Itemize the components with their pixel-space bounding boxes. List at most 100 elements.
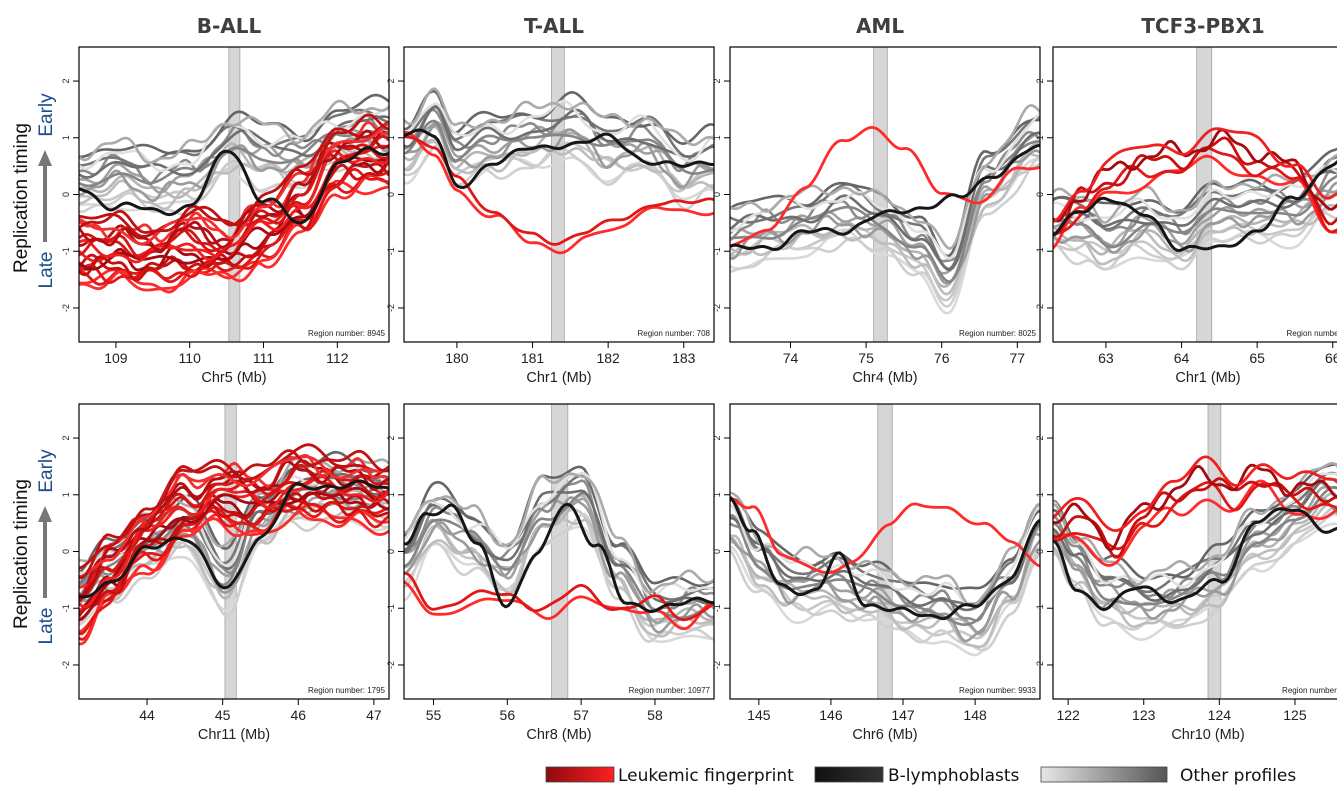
x-axis-label: Chr8 (Mb)	[526, 727, 591, 743]
y-tick-label: 2	[712, 79, 722, 84]
x-tick-label: 111	[253, 350, 274, 366]
row-label-top: Replication timing Late Early	[11, 93, 57, 289]
other-profile-line	[404, 472, 714, 594]
x-tick-label: 65	[1249, 350, 1265, 366]
x-tick-label: 57	[573, 707, 589, 723]
fingerprint-line	[404, 135, 714, 246]
other-profile-line	[1053, 461, 1337, 586]
y-tick-label: 2	[61, 79, 71, 84]
panel-p22: -2 -1 0 1 2 55 56 57 58 Chr8 (Mb) Region number: 1…	[386, 403, 715, 743]
plot-area	[1053, 47, 1337, 342]
other-profile-line	[730, 536, 1040, 643]
highlight-region	[224, 404, 237, 699]
x-tick-label: 76	[934, 350, 950, 366]
other-profile-line	[404, 471, 714, 599]
column-title-t-all: T-ALL	[524, 14, 584, 38]
y-tick-label: -1	[712, 604, 722, 612]
other-profile-line	[730, 149, 1040, 285]
x-tick-label: 109	[104, 350, 128, 366]
region-number: Region number: 1795	[308, 686, 385, 695]
plot-area	[730, 404, 1040, 699]
plot-area	[79, 47, 389, 342]
region-number: Region number: 9933	[959, 686, 1036, 695]
x-tick-label: 182	[596, 350, 620, 366]
y-tick-label: 0	[712, 549, 722, 554]
other-profile-line	[1053, 471, 1337, 594]
x-tick-label: 58	[647, 707, 663, 723]
x-tick-label: 45	[215, 707, 231, 723]
x-tick-label: 47	[366, 707, 382, 723]
fingerprint-line	[1053, 128, 1337, 223]
y-tick-label: 1	[1035, 492, 1045, 497]
x-tick-label: 148	[963, 707, 987, 723]
y-tick-label: 0	[386, 192, 396, 197]
panel-p14: -2 -1 0 1 2 63 64 65 66 Chr1 (Mb) Region number: 2…	[1035, 46, 1337, 386]
x-tick-label: 181	[521, 350, 545, 366]
row-label-late-bottom: Late	[36, 608, 57, 645]
lymphoblast-line	[1053, 507, 1337, 612]
y-tick-label: 0	[386, 549, 396, 554]
fingerprint-line	[79, 160, 389, 282]
other-profile-line	[404, 512, 714, 643]
other-profile-line	[730, 527, 1040, 636]
other-profile-line	[404, 99, 714, 163]
y-tick-label: -2	[712, 661, 722, 669]
other-profile-line	[730, 503, 1040, 608]
legend-label-fingerprint: Leukemic fingerprint	[618, 766, 794, 786]
y-tick-label: -2	[61, 304, 71, 312]
fingerprint-line	[79, 179, 389, 292]
lymphoblast-line	[730, 143, 1040, 251]
lymphoblast-line	[79, 479, 389, 599]
x-axis-label: Chr11 (Mb)	[198, 727, 270, 743]
other-profile-line	[79, 148, 389, 216]
x-tick-label: 122	[1056, 707, 1080, 723]
y-tick-label: 2	[386, 79, 396, 84]
fingerprint-line	[79, 486, 389, 621]
region-number: Region number: 708	[638, 329, 711, 338]
legend-label-lymphoblasts: B-lymphoblasts	[888, 766, 1020, 786]
column-title-b-all: B-ALL	[197, 14, 262, 38]
x-axis-label: Chr6 (Mb)	[852, 727, 917, 743]
fingerprint-line	[1053, 463, 1337, 552]
other-profile-line	[79, 99, 389, 165]
other-profile-line	[730, 115, 1040, 270]
lymphoblast-line	[79, 146, 389, 225]
fingerprint-line	[1053, 127, 1337, 223]
fingerprint-line	[79, 503, 389, 646]
region-number: Region number: 10977	[629, 686, 711, 695]
x-tick-label: 180	[445, 350, 469, 366]
y-tick-label: 2	[1035, 436, 1045, 441]
x-tick-label: 46	[290, 707, 306, 723]
x-tick-label: 183	[672, 350, 696, 366]
panel-frame	[1052, 403, 1337, 700]
y-tick-label: 1	[712, 135, 722, 140]
other-profile-line	[730, 514, 1040, 626]
y-tick-label: 2	[712, 436, 722, 441]
y-tick-label: -1	[61, 247, 71, 255]
x-tick-label: 125	[1283, 707, 1307, 723]
x-axis-label: Chr4 (Mb)	[852, 370, 917, 386]
row-arrowhead-top	[38, 150, 52, 166]
panel-p11: -2 -1 0 1 2 109 110 111 112 Chr5 (Mb) Region numbe…	[61, 46, 390, 386]
row-label-bottom: Replication timing Late Early	[11, 449, 57, 645]
other-profile-line	[730, 104, 1040, 250]
region-number: Region number: 1545	[1282, 686, 1337, 695]
plot-area	[79, 404, 389, 699]
y-tick-label: -1	[712, 247, 722, 255]
other-profile-line	[1053, 485, 1337, 612]
other-profile-line	[730, 130, 1040, 263]
lymphoblast-line	[730, 496, 1040, 621]
fingerprint-line	[404, 580, 714, 631]
x-axis-label: Chr10 (Mb)	[1171, 727, 1244, 743]
other-profile-line	[1053, 477, 1337, 602]
y-tick-label: 0	[61, 192, 71, 197]
y-tick-label: -2	[1035, 304, 1045, 312]
legend-swatch-fingerprint	[545, 766, 615, 783]
y-tick-label: -1	[1035, 604, 1045, 612]
y-tick-label: 1	[712, 492, 722, 497]
y-tick-label: -2	[386, 304, 396, 312]
other-profile-line	[404, 497, 714, 625]
y-tick-label: 1	[61, 492, 71, 497]
